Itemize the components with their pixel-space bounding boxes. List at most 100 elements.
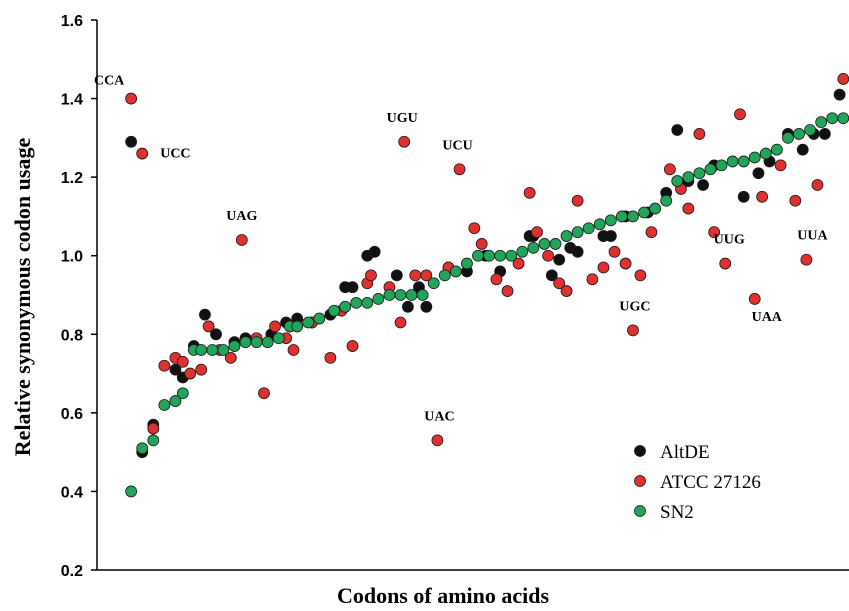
data-point	[796, 143, 809, 156]
data-point	[523, 186, 536, 199]
data-point	[361, 296, 374, 309]
data-point	[671, 124, 684, 136]
data-point	[693, 167, 706, 180]
data-point	[261, 336, 274, 349]
data-point	[789, 194, 802, 207]
data-point	[350, 296, 363, 309]
y-tick-label: 0.4	[61, 484, 83, 501]
data-point	[586, 273, 599, 286]
data-point	[671, 175, 684, 187]
y-tick-label: 0.8	[61, 327, 83, 344]
data-point	[147, 422, 160, 435]
legend-label: ATCC 27126	[660, 472, 761, 493]
data-point	[645, 226, 658, 239]
data-point	[287, 344, 300, 356]
data-point	[800, 253, 813, 266]
codon-label: UCU	[442, 138, 472, 153]
y-tick-label: 0.6	[61, 406, 83, 423]
data-point	[682, 171, 695, 184]
data-point	[258, 387, 270, 400]
data-point	[833, 88, 846, 101]
data-point	[545, 269, 558, 282]
legend-label: AltDE	[660, 442, 710, 463]
codon-label: UAC	[424, 409, 454, 424]
data-point	[125, 485, 138, 498]
data-point	[420, 300, 433, 313]
data-point	[527, 241, 540, 254]
data-point	[346, 340, 359, 352]
codon-annotations: CCA UCC UGU UCU UAG UAC UGC UUG UAA UUA	[94, 74, 828, 425]
data-point	[468, 222, 481, 235]
data-point	[759, 147, 772, 160]
data-point	[715, 159, 728, 172]
data-point	[826, 112, 839, 125]
data-point	[782, 131, 794, 144]
data-point	[737, 155, 750, 168]
legend-marker	[634, 475, 646, 487]
data-point	[453, 163, 466, 176]
data-point	[202, 320, 215, 333]
data-point	[195, 363, 208, 376]
x-axis-title: Codons of amino acids	[337, 583, 550, 608]
y-tick-label: 0.2	[61, 563, 83, 580]
data-point	[383, 289, 396, 301]
data-point	[224, 351, 237, 364]
data-point	[416, 289, 429, 301]
data-point	[449, 265, 462, 278]
data-point	[726, 155, 739, 168]
data-point	[793, 128, 805, 140]
data-point	[627, 324, 639, 337]
data-point	[549, 238, 562, 250]
legend: AltDE ATCC 27126 SN2	[634, 442, 761, 523]
data-point	[501, 285, 514, 297]
data-point	[604, 214, 617, 227]
y-tick-label: 1.4	[61, 92, 83, 109]
data-point	[368, 245, 381, 258]
data-point	[302, 316, 315, 329]
data-point	[737, 190, 750, 203]
data-point	[704, 163, 717, 176]
data-point	[372, 293, 385, 305]
data-point	[210, 328, 222, 341]
data-point	[634, 269, 647, 282]
y-axis-title: Relative synonymous codon usage	[10, 138, 35, 457]
data-point	[553, 277, 566, 290]
data-point	[398, 135, 411, 148]
series-altde	[125, 88, 846, 459]
data-point	[339, 300, 352, 313]
data-point	[390, 269, 403, 282]
data-point	[328, 304, 340, 317]
data-point	[394, 316, 407, 329]
data-point	[616, 210, 628, 223]
y-ticks: 0.2 0.4 0.6 0.8 1.0 1.2 1.4 1.6	[61, 13, 97, 580]
data-point	[169, 363, 182, 376]
data-point	[239, 336, 252, 349]
data-point	[649, 202, 662, 215]
data-point	[542, 249, 555, 262]
data-point	[483, 249, 495, 262]
codon-label: UUA	[797, 229, 828, 244]
data-point	[619, 257, 632, 270]
data-point	[125, 92, 138, 105]
data-point	[346, 281, 359, 294]
data-point	[291, 320, 304, 333]
data-point	[195, 344, 208, 356]
data-point	[505, 249, 518, 262]
legend-marker	[634, 505, 646, 517]
data-point	[538, 238, 551, 250]
y-tick-label: 1.2	[61, 170, 83, 187]
data-point	[431, 434, 444, 447]
data-point	[125, 135, 138, 148]
data-point	[837, 112, 849, 125]
legend-label: SN2	[660, 502, 694, 523]
data-point	[560, 285, 573, 297]
data-point	[593, 218, 606, 231]
codon-label: CCA	[94, 74, 125, 89]
data-point	[206, 344, 219, 356]
data-point	[269, 320, 281, 333]
data-point	[136, 442, 149, 455]
codon-label: UUG	[714, 233, 745, 248]
codon-label: UGC	[619, 299, 650, 314]
data-point	[228, 340, 241, 352]
data-point	[147, 434, 160, 447]
